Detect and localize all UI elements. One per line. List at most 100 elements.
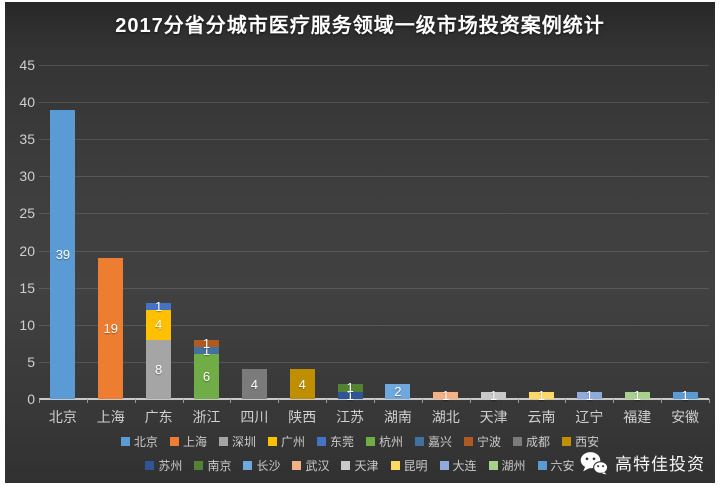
x-axis-label: 江苏	[336, 409, 365, 425]
bar-segment-北京: 39	[50, 109, 76, 399]
bar-segment-label: 1	[537, 387, 546, 403]
x-axis-tickmark	[565, 399, 567, 403]
legend-label: 大连	[452, 459, 477, 473]
legend-item-六安: 六安	[537, 457, 575, 474]
legend-swatch	[488, 461, 498, 470]
x-axis-label: 浙江	[192, 409, 221, 425]
legend-label: 东莞	[329, 435, 354, 449]
bar-segment-label: 2	[394, 384, 402, 400]
watermark: 高特佳投资	[580, 450, 705, 475]
bar-segment-六安: 1	[672, 388, 698, 403]
legend-swatch	[169, 437, 179, 446]
legend-item-武汉: 武汉	[292, 457, 329, 474]
legend-item-天津: 天津	[341, 457, 379, 474]
x-axis-tickmark	[421, 399, 423, 403]
x-axis-label: 天津	[479, 409, 508, 425]
x-axis-tickmark	[709, 399, 710, 403]
bar-segment-label: 1	[490, 387, 498, 403]
legend-label: 湖州	[501, 459, 526, 473]
legend-swatch	[415, 437, 425, 446]
legend-swatch	[390, 461, 400, 470]
watermark-text: 高特佳投资	[615, 455, 705, 474]
legend-item-大连: 大连	[439, 457, 477, 474]
x-axis-tickmark	[613, 399, 615, 403]
gridline	[39, 250, 709, 252]
legend-swatch	[562, 437, 572, 446]
bar-segment-南京: 1	[337, 380, 363, 395]
legend-label: 广州	[280, 435, 305, 449]
legend-label: 天津	[354, 459, 379, 473]
x-axis-label: 陕西	[288, 409, 317, 425]
bar-segment-label: 1	[585, 387, 593, 403]
legend-swatch	[194, 461, 204, 470]
bar-segment-宁波: 1	[194, 336, 219, 351]
x-axis-tickmark	[326, 399, 328, 403]
bar-segment-苏州: 1	[337, 388, 363, 403]
legend-row-2: 苏州 南京 长沙 武汉 天津 昆明 大连 湖州 六安	[5, 457, 715, 474]
wechat-icon	[580, 451, 608, 475]
legend-item-杭州: 杭州	[366, 433, 403, 450]
x-axis-tickmark	[278, 399, 280, 403]
bar-segment-湖州: 1	[624, 388, 650, 403]
bar-segment-长沙: 2	[385, 384, 411, 400]
legend-label: 西安	[575, 435, 600, 449]
bar-segment-上海: 19	[98, 257, 124, 399]
legend-swatch	[464, 437, 474, 446]
x-axis-label: 云南	[527, 409, 556, 425]
plot-area: 0 5 10 15 20 25 30 35 40 45 39 北京 19 上海 8 4 1 广东 6 1 1 浙江 4 四川 4…	[5, 2, 715, 483]
chart-title: 2017分省分城市医疗服务领域一级市场投资案例统计	[115, 15, 605, 37]
legend-label: 六安	[550, 459, 575, 473]
y-axis-tick: 40	[19, 94, 35, 111]
bar-segment-西安: 4	[289, 369, 315, 399]
gridline	[39, 139, 709, 141]
legend-swatch	[513, 437, 523, 446]
bar-segment-昆明: 1	[529, 388, 554, 403]
x-axis-label: 湖北	[431, 409, 460, 425]
legend-label: 苏州	[158, 459, 183, 473]
x-axis-label: 上海	[96, 409, 125, 425]
legend-item-嘉兴: 嘉兴	[415, 433, 452, 450]
x-axis-label: 安徽	[671, 409, 700, 425]
legend-swatch	[341, 461, 351, 470]
legend-label: 南京	[207, 459, 232, 473]
x-axis-tickmark	[182, 399, 184, 403]
bar-segment-label: 19	[103, 320, 119, 336]
legend-row-1: 北京 上海 深圳 广州 东莞 杭州 嘉兴 宁波 成都 西安	[5, 433, 715, 450]
x-axis-tickmark	[134, 399, 136, 403]
bar-segment-label: 8	[155, 361, 163, 377]
legend-label: 成都	[526, 435, 551, 449]
y-axis-tick: 20	[19, 242, 35, 259]
legend-item-东莞: 东莞	[316, 433, 354, 450]
legend-label: 北京	[133, 435, 158, 449]
legend-item-成都: 成都	[513, 433, 550, 450]
x-axis-label: 北京	[48, 409, 77, 425]
legend-swatch	[537, 461, 547, 470]
legend-item-昆明: 昆明	[390, 457, 428, 474]
legend-swatch	[145, 461, 155, 470]
legend-swatch	[292, 461, 302, 470]
legend-label: 深圳	[231, 435, 256, 449]
legend-swatch	[243, 461, 253, 470]
legend-label: 杭州	[379, 435, 404, 449]
y-axis-tick: 25	[19, 205, 35, 222]
x-axis-tickmark	[469, 399, 471, 403]
legend-item-南京: 南京	[194, 457, 231, 474]
x-axis-label: 辽宁	[575, 409, 604, 425]
x-axis-tickmark	[374, 399, 375, 403]
y-axis-tick: 45	[19, 57, 35, 73]
bar-segment-label: 1	[346, 380, 354, 396]
y-axis-tick: 30	[19, 168, 35, 185]
legend-swatch	[218, 437, 228, 446]
bar-segment-label: 39	[55, 246, 71, 262]
legend-swatch	[366, 437, 375, 446]
gridline	[39, 213, 709, 215]
legend-item-广州: 广州	[267, 433, 305, 450]
legend-label: 长沙	[256, 459, 281, 473]
x-axis-tickmark	[86, 399, 88, 403]
x-axis-tickmark	[661, 399, 663, 403]
bar-segment-label: 1	[681, 387, 689, 403]
legend-swatch	[439, 461, 449, 470]
x-axis-label: 福建	[623, 409, 652, 425]
y-axis-tick: 15	[19, 279, 35, 296]
x-axis-tickmark	[517, 399, 519, 403]
